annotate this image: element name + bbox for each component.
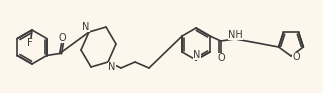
Text: F: F	[27, 38, 33, 48]
Text: N: N	[193, 50, 201, 60]
Text: N: N	[82, 22, 90, 32]
Text: N: N	[108, 62, 116, 72]
Text: NH: NH	[228, 30, 243, 40]
Text: O: O	[217, 53, 225, 63]
Text: O: O	[292, 52, 300, 62]
Text: O: O	[59, 32, 67, 43]
